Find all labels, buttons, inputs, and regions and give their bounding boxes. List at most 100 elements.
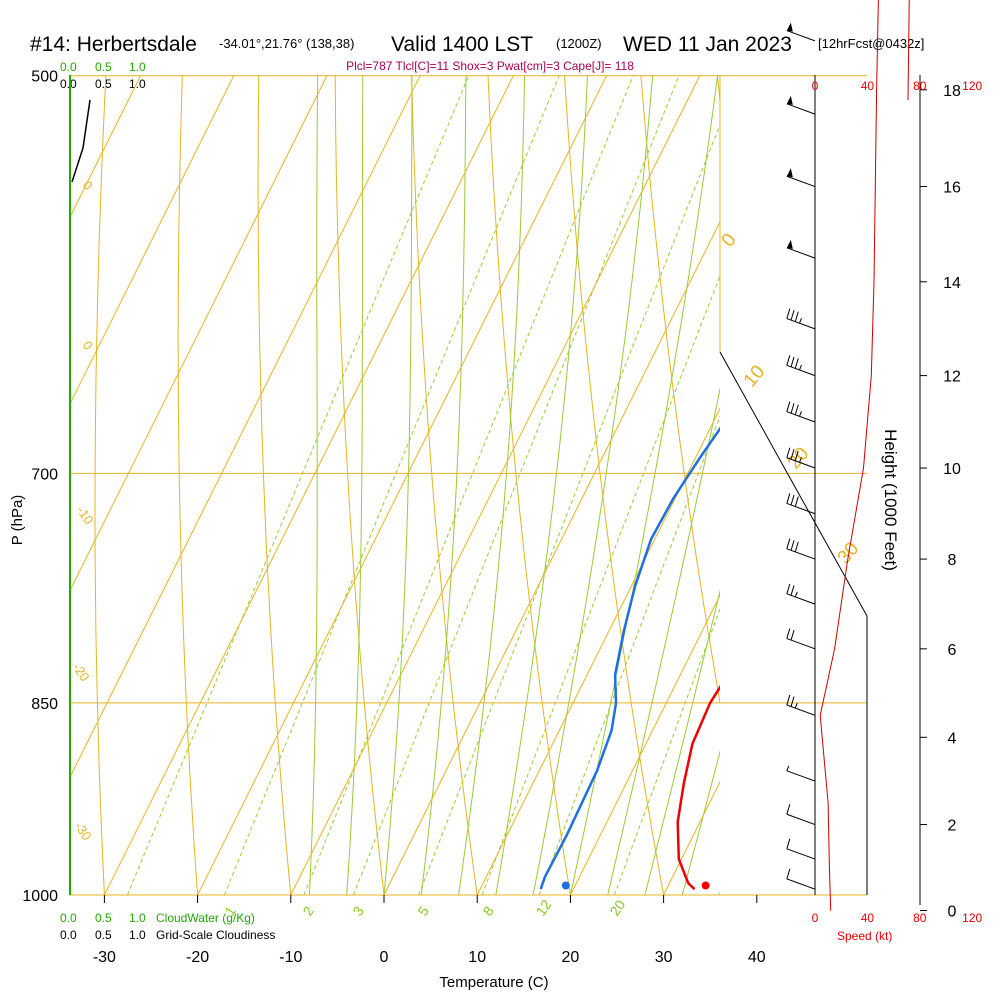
mixing-ratio-line (613, 607, 720, 895)
wind-barb-flag (786, 694, 791, 706)
wind-barb-flag (786, 493, 791, 504)
wind-barb (786, 22, 816, 42)
x-tick-label: -10 (279, 949, 302, 966)
dry-adiabat-line (996, 0, 1000, 895)
mixing-ratio-line (126, 75, 470, 895)
wind-barb-pennant (786, 168, 793, 178)
speed-tick-top: 120 (962, 79, 982, 93)
speed-tick-bottom: 0 (812, 911, 819, 925)
height-tick-label: 14 (943, 275, 961, 292)
moist-adiabat-line (607, 386, 720, 895)
mixing-ratio-label: 3 (349, 903, 367, 919)
isotherm-label: -10 (74, 503, 97, 527)
isobars (70, 75, 867, 896)
cloud-water-label: CloudWater (g/Kg) (156, 911, 255, 925)
wind-barb-flag (794, 496, 799, 507)
wind-barb-staff (786, 502, 816, 515)
wind-barb (786, 765, 816, 782)
pressure-tick-label: 850 (31, 696, 58, 713)
bottom-water-tick: 0.5 (95, 911, 112, 925)
wind-barb-staff (786, 848, 816, 860)
dry-adiabat-line (411, 75, 478, 895)
dry-adiabat-line (334, 75, 385, 895)
height-tick-label: 2 (948, 818, 957, 835)
wind-barb-staff (786, 411, 816, 423)
wind-barb-staff (786, 704, 816, 716)
isotherm-line (0, 0, 363, 895)
x-tick-label: 30 (655, 949, 673, 966)
dry-adiabat-line (94, 75, 107, 895)
wind-barb-flag (786, 583, 791, 594)
x-tick-label: 40 (748, 949, 766, 966)
moist-adiabat-line (644, 589, 720, 895)
isotherm-line (70, 75, 328, 592)
station-title: #14: Herbertsdale (30, 33, 197, 56)
wind-speed-line (819, 0, 910, 911)
cloud-water-line (71, 99, 91, 183)
wind-barb-staff (786, 247, 816, 259)
wind-barb (786, 355, 816, 377)
moist-adiabat-line (681, 749, 720, 895)
top-water-tick: 0.5 (95, 60, 112, 74)
speed-tick-top: 80 (913, 79, 927, 93)
dewpoint-trace (539, 426, 720, 890)
wind-barb (786, 694, 816, 716)
top-cloud-water-scale: 0.0 0.5 1.0 0.0 0.5 1.0 (60, 60, 146, 91)
wind-barb (786, 239, 816, 259)
cloud-water-profile (71, 99, 91, 183)
moist-adiabat-line (420, 75, 467, 895)
moist-adiabat-line (719, 891, 720, 895)
wind-barb (786, 804, 816, 826)
surface-temperature-dot (701, 881, 710, 890)
dry-adiabat-line (8, 0, 118, 895)
isotherm-label: -20 (70, 660, 93, 684)
speed-tick-top: 40 (861, 79, 875, 93)
bottom-cloud-water-scale: 0.0 0.5 1.0 CloudWater (g/Kg) 0.0 0.5 1.… (60, 911, 275, 942)
moist-adiabat-line (346, 75, 364, 895)
isotherm-line (850, 0, 1000, 895)
wind-barb-half (786, 765, 790, 771)
wind-barb-flag (786, 838, 791, 849)
isotherm-line (476, 407, 720, 895)
pressure-tick-label: 700 (31, 466, 58, 483)
bottom-water-tick: 1.0 (129, 911, 146, 925)
speed-tick-bottom: 120 (962, 911, 982, 925)
wind-barb-pennant (786, 22, 793, 32)
wind-barb-flag (786, 538, 791, 549)
station-coords: -34.01°,21.76° (138,38) (219, 36, 354, 51)
moist-adiabat-line (532, 75, 654, 895)
isotherm-line (663, 780, 720, 895)
wind-barb-staff (786, 175, 816, 188)
wind-barb-half (799, 318, 802, 324)
speed-tick-bottom: 80 (913, 911, 927, 925)
wind-barb-staff (786, 813, 816, 826)
mixing-ratio-line (352, 75, 680, 895)
wind-barb (786, 838, 816, 860)
isotherm-label: 0 (80, 338, 96, 353)
top-cover-tick: 1.0 (129, 77, 146, 91)
wind-barb (786, 95, 816, 115)
y-axis-title: P (hPa) (9, 495, 26, 546)
wind-barb-flag (786, 804, 791, 815)
axes: 2503004005007008501000-30-20-10010203040… (22, 0, 982, 966)
wind-barb-flag (794, 541, 799, 553)
mixing-ratio-line (481, 274, 720, 895)
wind-barb-staff (786, 593, 816, 605)
mixing-ratio-label: 2 (299, 903, 317, 919)
isotherm-line (0, 0, 177, 895)
pressure-tick-label: 500 (31, 69, 58, 86)
wind-barb-pennant (786, 239, 793, 249)
wind-barb-staff (786, 770, 816, 782)
speed-tick-top: 0 (812, 79, 819, 93)
top-cover-tick: 0.0 (60, 77, 77, 91)
x-axis-title: Temperature (C) (439, 974, 548, 991)
mixing-ratio-label: 20 (606, 897, 628, 919)
bottom-cover-tick: 0.0 (60, 928, 77, 942)
height-tick-label: 6 (948, 642, 957, 659)
wind-barb-flag (790, 309, 795, 321)
wind-barb-flag (794, 311, 799, 322)
wind-barb-flag (794, 450, 799, 461)
x-tick-label: -30 (93, 949, 116, 966)
moist-adiabat-line (569, 75, 719, 895)
